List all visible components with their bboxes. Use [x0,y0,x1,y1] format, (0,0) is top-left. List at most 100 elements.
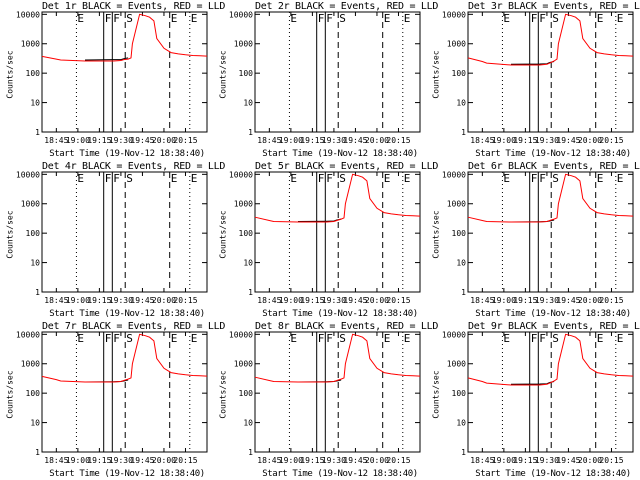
x-tick-label: 19:00 [66,136,90,145]
x-axis-label: Start Time (19-Nov-12 18:38:40) [475,149,631,159]
marker-label: E [290,172,297,185]
marker-label: F [113,332,120,345]
plot-svg: 1 10 100 1000 10000 18:4519:0019:1519:3019:45… [442,330,634,465]
marker-label: S [339,332,346,345]
plot-svg: 1 10 100 1000 10000 18:4519:0019:1519:3019:45… [442,10,634,145]
marker-label: S [339,172,346,185]
y-tick-label: 1000 [21,360,40,369]
y-tick-label: 100 [239,389,254,398]
x-tick-label: 19:00 [492,456,516,465]
panel-title: Det 5r BLACK = Events, RED = LLD [255,161,439,172]
marker-label: F [105,332,112,345]
detector-panel-2: 1 10 100 1000 10000 18:45 19:00 19:15 19:30 19:45… [213,0,439,160]
detector-panel-1: 1 10 100 1000 10000 18:45 19:00 19:15 19:30 19:45… [0,0,226,160]
x-tick-label: 19:30 [109,296,133,305]
x-axis-label: Start Time (19-Nov-12 18:38:40) [49,469,205,479]
x-tick-label: 19:15 [87,456,111,465]
y-tick-label: 10 [30,419,40,428]
panel-title: Det 7r BLACK = Events, RED = LLD [42,321,226,332]
marker-label: F [539,172,546,185]
x-tick-label: 19:00 [279,296,303,305]
x-tick-label: 19:45 [130,456,154,465]
x-tick-label: 18:45 [257,456,281,465]
x-tick-label: 19:00 [492,296,516,305]
y-tick-label: 10000 [16,170,40,179]
x-tick-label: 20:15 [599,296,623,305]
detector-panel-5: 1 10 100 1000 10000 18:45 19:00 19:15 19:30 19:45… [213,160,439,320]
plot-svg: 1 10 100 1000 10000 18:4519:0019:1519:3019:45… [16,10,208,145]
marker-label: E [503,12,510,25]
x-tick-label: 19:30 [109,136,133,145]
y-tick-label: 100 [239,69,254,78]
detector-panel-9: 1 10 100 1000 10000 18:45 19:00 19:15 19:30 19:45… [426,320,640,480]
y-tick-label: 10 [456,99,466,108]
marker-label: S [552,12,559,25]
marker-label: S [126,12,133,25]
y-tick-label: 100 [452,389,467,398]
y-tick-label: 10000 [442,10,466,19]
x-tick-label: 19:15 [300,456,324,465]
lld-series-line [41,333,208,383]
plot-svg: 1 10 100 1000 10000 18:4519:0019:1519:3019:45… [229,330,421,465]
plot-svg: 1 10 100 1000 10000 18:4519:0019:1519:3019:45… [229,170,421,305]
marker-label: F [326,172,333,185]
y-tick-label: 10 [243,259,253,268]
panel-title: Det 4r BLACK = Events, RED = LLD [42,161,226,172]
panel-title: Det 1r BLACK = Events, RED = LLD [42,1,226,12]
marker-label: E [384,172,391,185]
x-tick-label: 19:15 [300,136,324,145]
marker-label: F [318,12,325,25]
y-axis-label: Counts/sec [431,210,441,259]
y-tick-label: 10 [30,99,40,108]
x-tick-label: 19:45 [556,296,580,305]
x-tick-label: 19:30 [535,296,559,305]
marker-label: S [126,172,133,185]
x-tick-label: 19:00 [66,296,90,305]
plot-svg: 1 10 100 1000 10000 18:4519:0019:1519:3019:45… [229,10,421,145]
x-tick-label: 20:00 [578,296,602,305]
marker-label: E [384,332,391,345]
y-tick-label: 1 [461,448,466,457]
y-tick-label: 1000 [21,40,40,49]
plot-frame [467,11,634,133]
x-tick-label: 19:15 [513,456,537,465]
y-tick-label: 10 [456,259,466,268]
detector-panel-4: 1 10 100 1000 10000 18:45 19:00 19:15 19:30 19:45… [0,160,226,320]
y-tick-label: 100 [452,69,467,78]
marker-label: E [597,332,604,345]
plot-frame [254,331,421,453]
marker-label: E [77,172,84,185]
marker-label: E [404,332,411,345]
y-axis-label: Counts/sec [218,50,228,99]
marker-label: E [77,12,84,25]
x-tick-label: 19:00 [279,136,303,145]
x-tick-label: 20:00 [365,296,389,305]
panel-title: Det 9r BLACK = Events, RED = LLD [468,321,640,332]
marker-label: F [531,12,538,25]
marker-label: E [617,172,624,185]
marker-label: F [105,172,112,185]
y-tick-label: 100 [239,229,254,238]
x-tick-label: 19:30 [322,136,346,145]
x-tick-label: 18:45 [44,456,68,465]
x-axis-label: Start Time (19-Nov-12 18:38:40) [49,149,205,159]
marker-label: F [113,172,120,185]
marker-label: F [531,172,538,185]
y-tick-label: 1 [248,288,253,297]
marker-label: F [113,12,120,25]
marker-label: E [597,172,604,185]
x-tick-label: 19:15 [513,296,537,305]
x-axis-label: Start Time (19-Nov-12 18:38:40) [262,149,418,159]
marker-label: E [171,12,178,25]
x-tick-label: 20:15 [173,136,197,145]
y-tick-label: 100 [452,229,467,238]
x-tick-label: 20:00 [365,136,389,145]
marker-label: F [105,12,112,25]
panel-title: Det 8r BLACK = Events, RED = LLD [255,321,439,332]
marker-label: E [597,12,604,25]
x-tick-label: 18:45 [470,296,494,305]
x-tick-label: 20:15 [386,456,410,465]
marker-label: E [384,12,391,25]
marker-label: E [404,172,411,185]
